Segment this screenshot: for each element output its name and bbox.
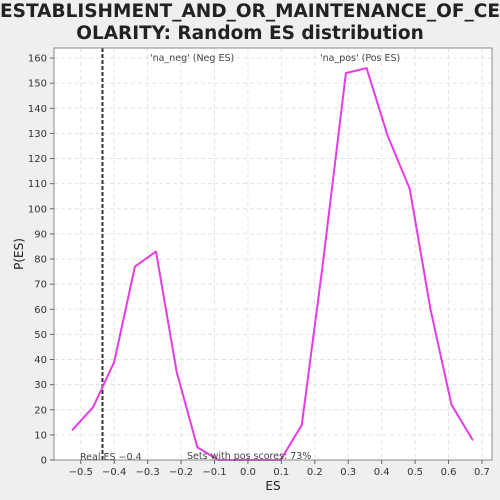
x-tick-label: −0.3 [135, 467, 159, 478]
y-tick-label: 20 [34, 405, 47, 416]
x-tick-label: −0.1 [202, 467, 226, 478]
data-point [134, 265, 136, 268]
y-tick-label: 40 [34, 355, 47, 366]
x-tick-label: −0.4 [102, 467, 126, 478]
y-tick-label: 70 [34, 280, 47, 291]
y-tick-label: 100 [28, 204, 47, 215]
x-tick-label: 0.5 [407, 467, 423, 478]
x-tick-label: −0.5 [69, 467, 93, 478]
y-tick-label: 90 [34, 229, 47, 240]
pos-es-label: 'na_pos' (Pos ES) [320, 53, 400, 64]
y-tick-label: 110 [28, 179, 47, 190]
x-tick-label: 0.7 [474, 467, 490, 478]
y-tick-label: 140 [28, 104, 47, 115]
plot-frame [53, 47, 493, 461]
sets-pos-scores-label: Sets with pos scores: 73% [187, 451, 311, 462]
x-tick-label: −0.2 [169, 467, 193, 478]
x-axis-ticks: −0.5 −0.4 −0.3 −0.2 −0.1 0.0 0.1 0.2 0.3 0.4 0.5 0.… [69, 460, 490, 478]
plot-area [54, 48, 492, 460]
data-point [450, 403, 453, 406]
neg-es-label: 'na_neg' (Neg ES) [150, 53, 234, 64]
data-point [113, 361, 115, 363]
y-tick-label: 60 [34, 305, 47, 316]
x-tick-label: 0.3 [340, 467, 356, 478]
data-point [71, 429, 74, 431]
data-point [345, 72, 347, 74]
y-tick-label: 10 [34, 430, 47, 441]
real-es-label: Real ES −0.4 [80, 452, 142, 463]
y-tick-label: 80 [34, 255, 47, 266]
y-axis-label: P(ES) [12, 238, 26, 270]
data-point [321, 265, 324, 268]
x-tick-label: 0.6 [441, 467, 457, 478]
y-tick-label: 150 [28, 79, 47, 90]
y-tick-label: 0 [41, 456, 47, 467]
chart-title-line-2: OLARITY: Random ES distribution [76, 23, 424, 44]
data-point [155, 250, 157, 253]
x-tick-label: 0.0 [240, 467, 256, 478]
data-point [365, 67, 368, 69]
y-tick-label: 130 [28, 129, 47, 140]
y-tick-label: 160 [28, 54, 47, 65]
data-point [92, 406, 94, 409]
data-point [408, 187, 411, 190]
y-tick-label: 120 [28, 154, 47, 165]
data-point [386, 135, 389, 137]
x-axis-label: ES [265, 479, 280, 493]
data-point [429, 308, 432, 311]
data-point [196, 446, 199, 449]
x-tick-label: 0.1 [273, 467, 289, 478]
x-tick-label: 0.4 [374, 467, 390, 478]
x-tick-label: 0.2 [307, 467, 323, 478]
data-point [175, 371, 178, 373]
y-axis-ticks: 0 10 20 30 40 50 60 70 80 90 100 110 120 130 140 150 160 [28, 54, 54, 467]
y-tick-label: 50 [34, 330, 47, 341]
y-tick-label: 30 [34, 380, 47, 391]
chart-title-line-1: ESTABLISHMENT_AND_OR_MAINTENANCE_OF_CELL… [0, 1, 500, 22]
data-point [471, 439, 474, 441]
data-point [300, 424, 303, 426]
chart-title: ESTABLISHMENT_AND_OR_MAINTENANCE_OF_CELL… [0, 1, 500, 45]
